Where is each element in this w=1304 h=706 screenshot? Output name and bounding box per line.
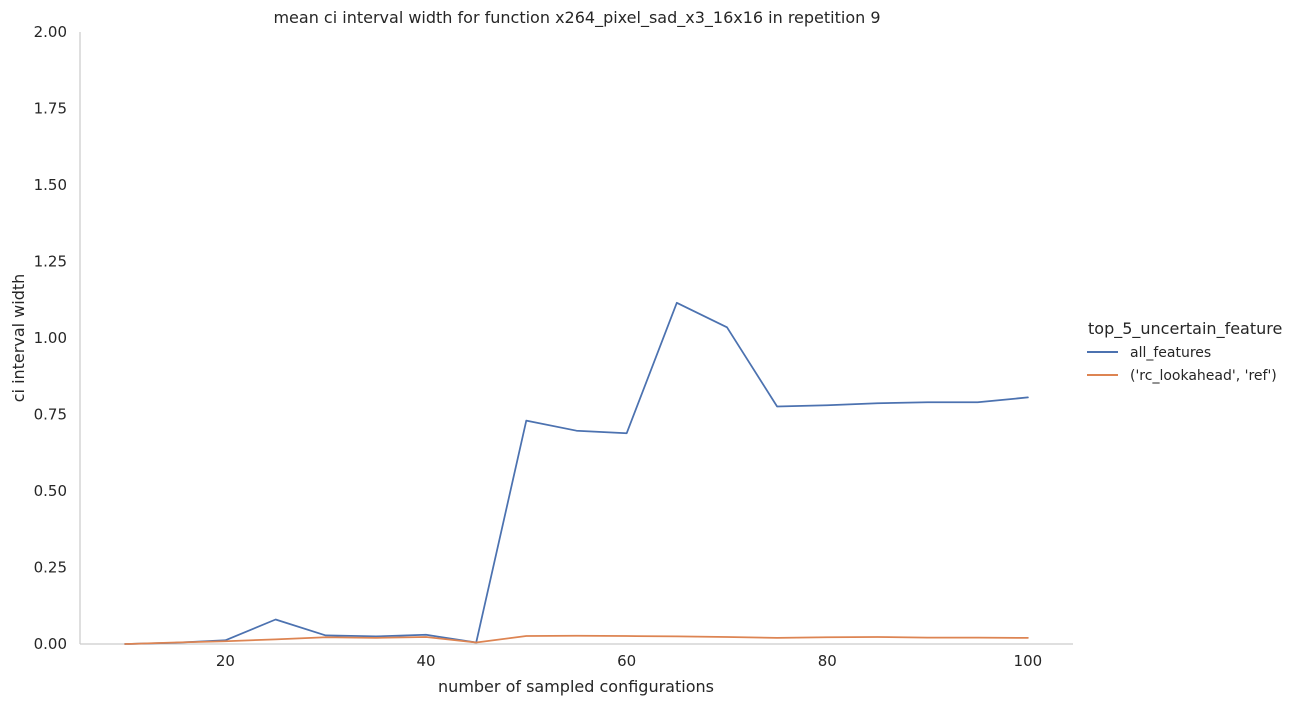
x-tick-label: 40	[416, 652, 435, 670]
x-tick-label: 80	[818, 652, 837, 670]
chart-title: mean ci interval width for function x264…	[273, 8, 880, 28]
legend-items: all_features ('rc_lookahead', 'ref')	[1087, 345, 1277, 384]
y-tick-label: 0.00	[34, 635, 67, 653]
legend-label-0: all_features	[1130, 345, 1211, 361]
series-line-1	[124, 634, 1029, 645]
series-lines	[124, 301, 1029, 645]
y-tick-label: 1.75	[34, 100, 67, 118]
series-line-0	[124, 301, 1029, 645]
x-tick-label: 20	[216, 652, 235, 670]
legend-title: top_5_uncertain_feature	[1088, 319, 1282, 339]
y-axis-ticks: 0.00 0.25 0.50 0.75 1.00 1.25 1.50 1.75 2.00	[34, 23, 67, 653]
y-tick-label: 1.50	[34, 176, 67, 194]
y-tick-label: 1.25	[34, 253, 67, 271]
y-tick-label: 0.50	[34, 482, 67, 500]
y-tick-label: 0.75	[34, 406, 67, 424]
y-axis-title: ci interval width	[9, 274, 28, 403]
plot-area: 0.00 0.25 0.50 0.75 1.00 1.25 1.50 1.75 2.00 20 4…	[34, 23, 1073, 670]
legend-label-1: ('rc_lookahead', 'ref')	[1130, 368, 1277, 384]
legend: top_5_uncertain_feature all_features ('rc…	[1087, 319, 1282, 384]
x-axis-ticks: 20 40 60 80 100	[216, 652, 1042, 670]
x-tick-label: 60	[617, 652, 636, 670]
y-tick-label: 1.00	[34, 329, 67, 347]
x-axis-title: number of sampled configurations	[438, 677, 714, 696]
y-tick-label: 0.25	[34, 559, 67, 577]
x-tick-label: 100	[1014, 652, 1043, 670]
y-tick-label: 2.00	[34, 23, 67, 41]
